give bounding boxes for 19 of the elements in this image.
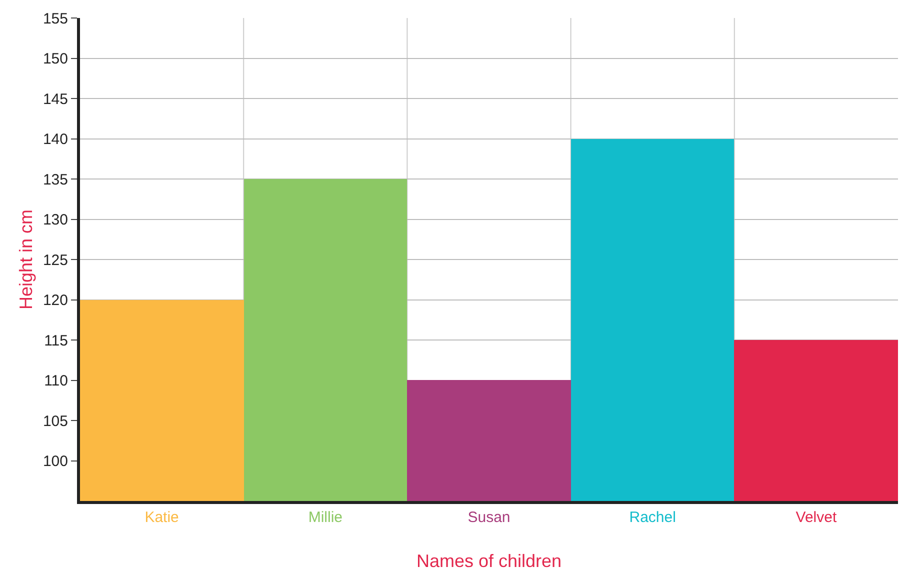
y-tick-label: 155 [42, 10, 68, 28]
y-tick-label: 100 [42, 453, 68, 470]
y-axis-title: Height in cm [16, 209, 36, 310]
x-tick-label: Rachel [629, 509, 676, 526]
x-tick-label: Susan [468, 509, 510, 526]
y-tick-label: 115 [44, 332, 68, 350]
y-tick-label: 150 [42, 50, 68, 68]
y-tick-label: 145 [42, 90, 68, 108]
y-tick-label: 130 [42, 212, 68, 228]
y-tick-label: 135 [42, 171, 68, 188]
x-tick-label: Millie [308, 509, 342, 526]
y-tick-label: 110 [44, 372, 68, 390]
x-axis-title: Names of children [416, 551, 562, 571]
y-tick-label: 125 [42, 252, 68, 269]
x-tick-label: Katie [144, 509, 179, 526]
y-tick-label: 120 [42, 292, 68, 309]
x-tick-label: Velvet [796, 509, 838, 526]
y-tick-label: 105 [42, 412, 68, 430]
y-tick-label: 140 [42, 131, 68, 148]
